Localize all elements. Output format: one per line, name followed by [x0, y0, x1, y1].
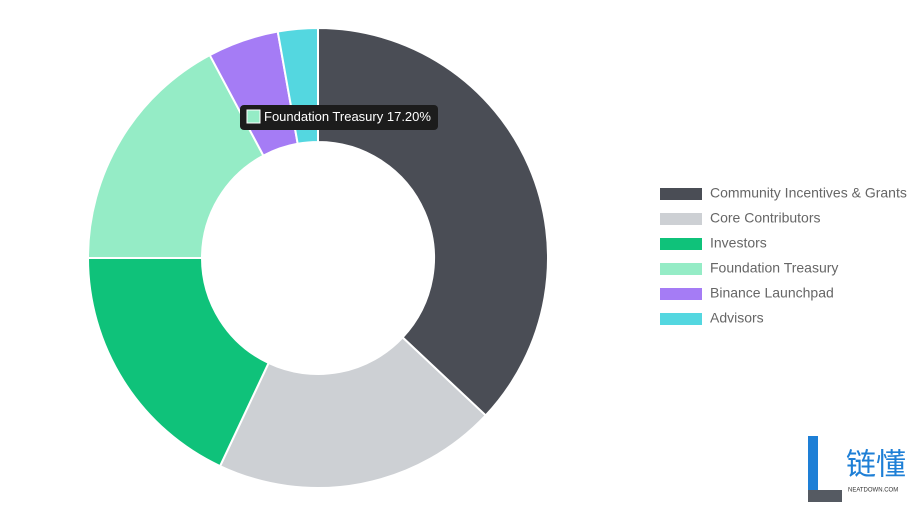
tooltip-box [240, 105, 438, 130]
watermark: 链懂 NEATDOWN.COM [808, 436, 906, 502]
slice [86, 257, 270, 468]
legend-swatch [660, 213, 702, 225]
logo-base [808, 490, 842, 502]
tooltip-text: Foundation Treasury 17.20% [264, 109, 431, 124]
legend-swatch [660, 188, 702, 200]
legend-swatch [660, 313, 702, 325]
legend-label: Foundation Treasury [710, 260, 838, 276]
slice [218, 335, 488, 489]
legend-swatch [660, 263, 702, 275]
slice [86, 53, 265, 259]
legend-label: Community Incentives & Grants [710, 185, 907, 201]
legend-swatch [660, 238, 702, 250]
logo-bar [808, 436, 818, 502]
legend-label: Core Contributors [710, 210, 821, 226]
legend-label: Investors [710, 235, 767, 251]
tooltip-value: 17.20% [387, 109, 432, 124]
legend-swatch [660, 288, 702, 300]
legend-label: Advisors [710, 310, 764, 326]
watermark-subtext: NEATDOWN.COM [848, 488, 898, 494]
tooltip: Foundation Treasury 17.20% [240, 105, 438, 130]
tooltip-name: Foundation Treasury [264, 109, 384, 124]
slice [317, 26, 549, 417]
watermark-text: 链懂 [846, 448, 906, 483]
legend-label: Binance Launchpad [710, 285, 834, 301]
tooltip-swatch [246, 109, 261, 124]
